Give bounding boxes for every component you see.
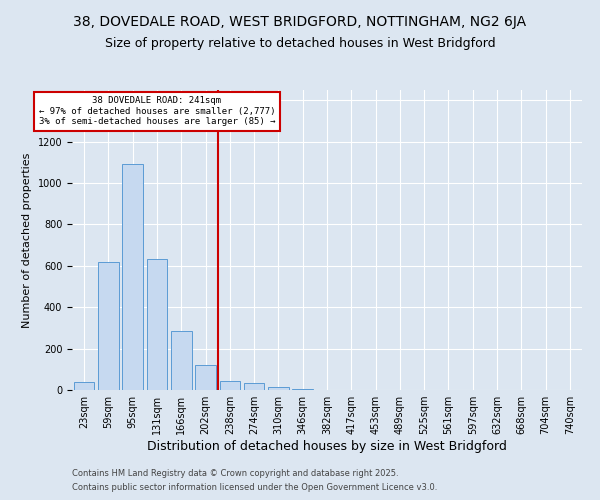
Text: Contains public sector information licensed under the Open Government Licence v3: Contains public sector information licen… [72, 484, 437, 492]
Bar [74, 382, 94, 390]
X-axis label: Distribution of detached houses by size in West Bridgford: Distribution of detached houses by size … [147, 440, 507, 453]
Bar [195, 365, 216, 390]
Bar [220, 380, 240, 390]
Text: Contains HM Land Registry data © Crown copyright and database right 2025.: Contains HM Land Registry data © Crown c… [72, 468, 398, 477]
Bar [292, 389, 313, 390]
Bar [244, 383, 265, 390]
Bar [122, 164, 143, 390]
Bar [98, 262, 119, 390]
Y-axis label: Number of detached properties: Number of detached properties [22, 152, 32, 328]
Bar [268, 387, 289, 390]
Bar [146, 258, 167, 390]
Text: 38 DOVEDALE ROAD: 241sqm
← 97% of detached houses are smaller (2,777)
3% of semi: 38 DOVEDALE ROAD: 241sqm ← 97% of detach… [39, 96, 275, 126]
Text: 38, DOVEDALE ROAD, WEST BRIDGFORD, NOTTINGHAM, NG2 6JA: 38, DOVEDALE ROAD, WEST BRIDGFORD, NOTTI… [73, 15, 527, 29]
Text: Size of property relative to detached houses in West Bridgford: Size of property relative to detached ho… [104, 38, 496, 51]
Bar [171, 331, 191, 390]
